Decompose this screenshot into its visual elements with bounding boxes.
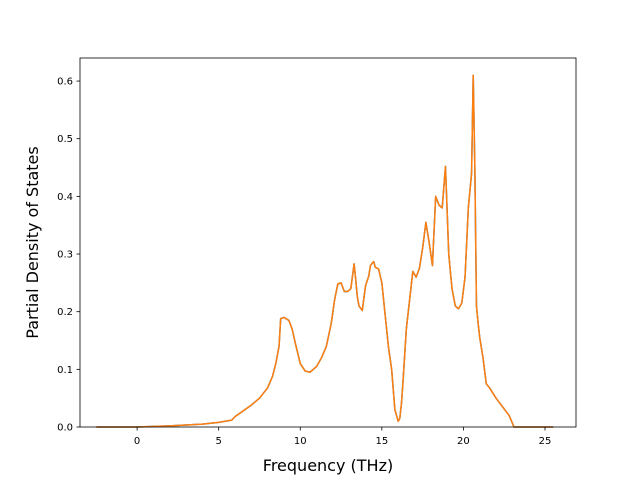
x-tick-label: 10 [294, 436, 307, 447]
y-axis-label: Partial Density of States [23, 146, 42, 338]
y-axis-ticks: 0.0 0.1 0.2 0.3 0.4 0.5 0.6 [57, 77, 80, 434]
x-tick-label: 0 [134, 436, 140, 447]
series-layer [96, 74, 554, 428]
y-tick-label: 0.5 [57, 134, 73, 145]
x-tick-label: 20 [457, 436, 470, 447]
plot-frame [79, 57, 577, 428]
y-tick-label: 0.4 [57, 192, 73, 203]
x-axis-label: Frequency (THz) [263, 456, 393, 475]
x-tick-label: 25 [539, 436, 552, 447]
y-tick-label: 0.2 [57, 307, 73, 318]
y-tick-label: 0.0 [57, 423, 73, 434]
x-axis-ticks: 0 5 10 15 20 25 [134, 427, 551, 447]
y-tick-label: 0.3 [57, 250, 73, 261]
y-tick-label: 0.6 [57, 77, 73, 88]
x-tick-label: 15 [375, 436, 388, 447]
y-tick-label: 0.1 [57, 365, 73, 376]
series-line-2 [96, 74, 554, 428]
x-tick-label: 5 [215, 436, 221, 447]
